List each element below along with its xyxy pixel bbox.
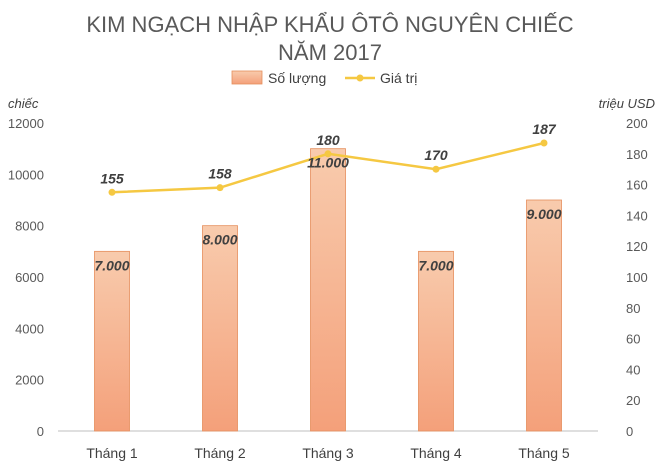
line-data-label: 155 <box>100 170 124 186</box>
y-left-tick-label: 0 <box>37 424 44 439</box>
y-right-tick-label: 20 <box>626 393 640 408</box>
line-data-label: 158 <box>208 166 232 182</box>
value-line <box>108 139 548 196</box>
legend-bar-swatch <box>231 70 263 85</box>
value-point-3 <box>324 150 332 158</box>
bar-data-label: 11.000 <box>307 155 349 171</box>
bar-5 <box>526 199 562 432</box>
y-right-tick-label: 140 <box>626 208 648 223</box>
x-category-label: Tháng 4 <box>410 445 462 461</box>
bars <box>94 148 562 432</box>
x-category-label: Tháng 3 <box>302 445 354 461</box>
bar-data-label: 7.000 <box>94 257 129 273</box>
axes: 0 2000 4000 6000 8000 10000 12000 0 20 40 60 80 100 1… <box>8 116 648 461</box>
y-left-tick-label: 8000 <box>15 219 44 234</box>
line-data-label: 180 <box>316 132 340 148</box>
bar-4 <box>418 250 454 432</box>
y-right-tick-label: 40 <box>626 362 640 377</box>
y-right-tick-label: 160 <box>626 178 648 193</box>
y-right-tick-label: 200 <box>626 116 648 131</box>
y-left-tick-label: 12000 <box>8 116 44 131</box>
y-right-tick-label: 60 <box>626 332 640 347</box>
chart-title-line-2: NĂM 2017 <box>278 40 382 65</box>
y-right-tick-label: 80 <box>626 301 640 316</box>
bar-3 <box>310 148 346 432</box>
value-point-5 <box>540 139 548 147</box>
legend-label-value: Giá trị <box>380 70 417 86</box>
bar-data-label: 8.000 <box>202 232 237 248</box>
chart-title-line-1: KIM NGẠCH NHẬP KHẨU ÔTÔ NGUYÊN CHIẾC <box>86 12 573 37</box>
value-point-1 <box>108 188 116 196</box>
legend-line-marker <box>356 74 364 82</box>
value-point-2 <box>216 184 224 192</box>
line-data-label: 170 <box>424 147 448 163</box>
bar-data-label: 9.000 <box>526 206 561 222</box>
value-point-4 <box>432 165 440 173</box>
data-labels: 7.000 8.000 11.000 7.000 9.000 155 158 180 170 18… <box>94 121 561 273</box>
y-axis-right-unit: triệu USD <box>599 96 655 111</box>
y-left-tick-label: 10000 <box>8 167 44 182</box>
y-right-tick-label: 0 <box>626 424 633 439</box>
x-category-label: Tháng 5 <box>518 445 570 461</box>
bar-2 <box>202 225 238 432</box>
y-left-tick-label: 2000 <box>15 373 44 388</box>
y-axis-left-unit: chiếc <box>8 96 39 111</box>
y-left-tick-label: 6000 <box>15 270 44 285</box>
bar-data-label: 7.000 <box>418 257 453 273</box>
legend-label-quantity: Số lượng <box>268 70 326 86</box>
x-category-label: Tháng 1 <box>86 445 138 461</box>
bar-1 <box>94 250 130 432</box>
y-right-tick-label: 180 <box>626 147 648 162</box>
x-category-label: Tháng 2 <box>194 445 246 461</box>
y-right-tick-label: 100 <box>626 270 648 285</box>
line-data-label: 187 <box>532 121 557 137</box>
y-left-tick-label: 4000 <box>15 321 44 336</box>
y-right-tick-label: 120 <box>626 239 648 254</box>
